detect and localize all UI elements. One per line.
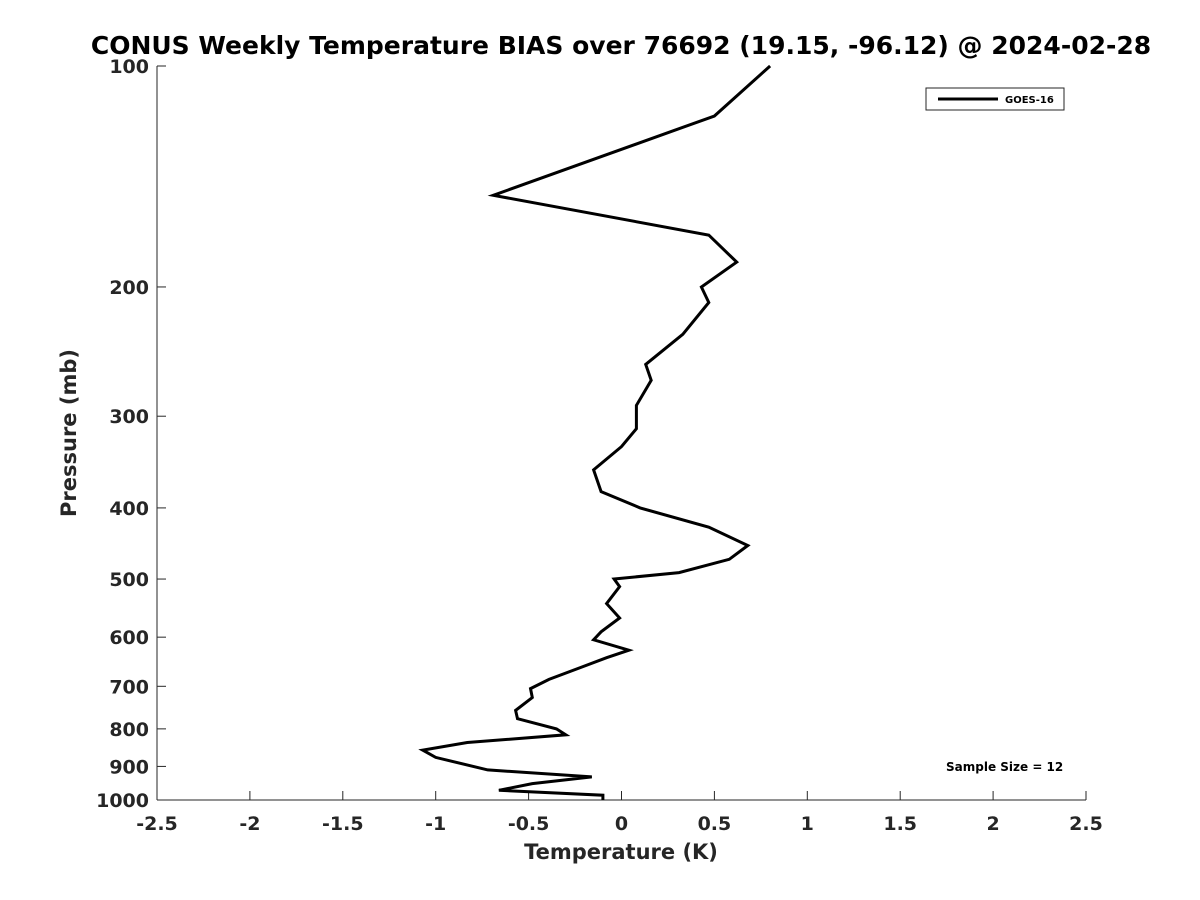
x-tick-label: -1.5 — [322, 813, 364, 835]
y-tick-label: 600 — [109, 627, 149, 649]
x-tick-label: -0.5 — [508, 813, 550, 835]
legend-entry-goes-16: GOES-16 — [1005, 95, 1054, 106]
chart-title: CONUS Weekly Temperature BIAS over 76692… — [91, 31, 1151, 60]
plot-area: -2.5 -2 -1.5 -1 -0.5 0 0.5 1 1.5 2 2.5 100 200 300 40… — [96, 56, 1103, 835]
x-tick-label: 1 — [801, 813, 814, 835]
x-tick-label: 1.5 — [883, 813, 917, 835]
x-tick-label: 0.5 — [698, 813, 732, 835]
y-tick-label: 1000 — [96, 790, 149, 812]
y-tick-label: 500 — [109, 569, 149, 591]
x-axis-ticks: -2.5 -2 -1.5 -1 -0.5 0 0.5 1 1.5 2 2.5 — [136, 791, 1103, 835]
legend[interactable]: GOES-16 — [925, 87, 1065, 111]
y-tick-label: 100 — [109, 56, 149, 78]
y-axis-ticks: 100 200 300 400 500 600 700 800 900 1000 — [96, 56, 166, 812]
y-tick-label: 800 — [109, 719, 149, 741]
x-tick-label: -2 — [239, 813, 260, 835]
y-tick-label: 900 — [109, 756, 149, 778]
y-tick-label: 700 — [109, 676, 149, 698]
sample-size-annotation: Sample Size = 12 — [946, 760, 1063, 774]
y-tick-label: 200 — [109, 277, 149, 299]
y-tick-label: 400 — [109, 498, 149, 520]
x-tick-label: -2.5 — [136, 813, 178, 835]
x-tick-label: 0 — [615, 813, 628, 835]
y-tick-label: 300 — [109, 406, 149, 428]
x-tick-label: 2 — [986, 813, 999, 835]
y-axis-label: Pressure (mb) — [57, 349, 81, 517]
x-tick-label: -1 — [425, 813, 446, 835]
x-tick-label: 2.5 — [1069, 813, 1103, 835]
series-line-goes-16 — [418, 64, 772, 800]
x-axis-label: Temperature (K) — [524, 840, 718, 864]
